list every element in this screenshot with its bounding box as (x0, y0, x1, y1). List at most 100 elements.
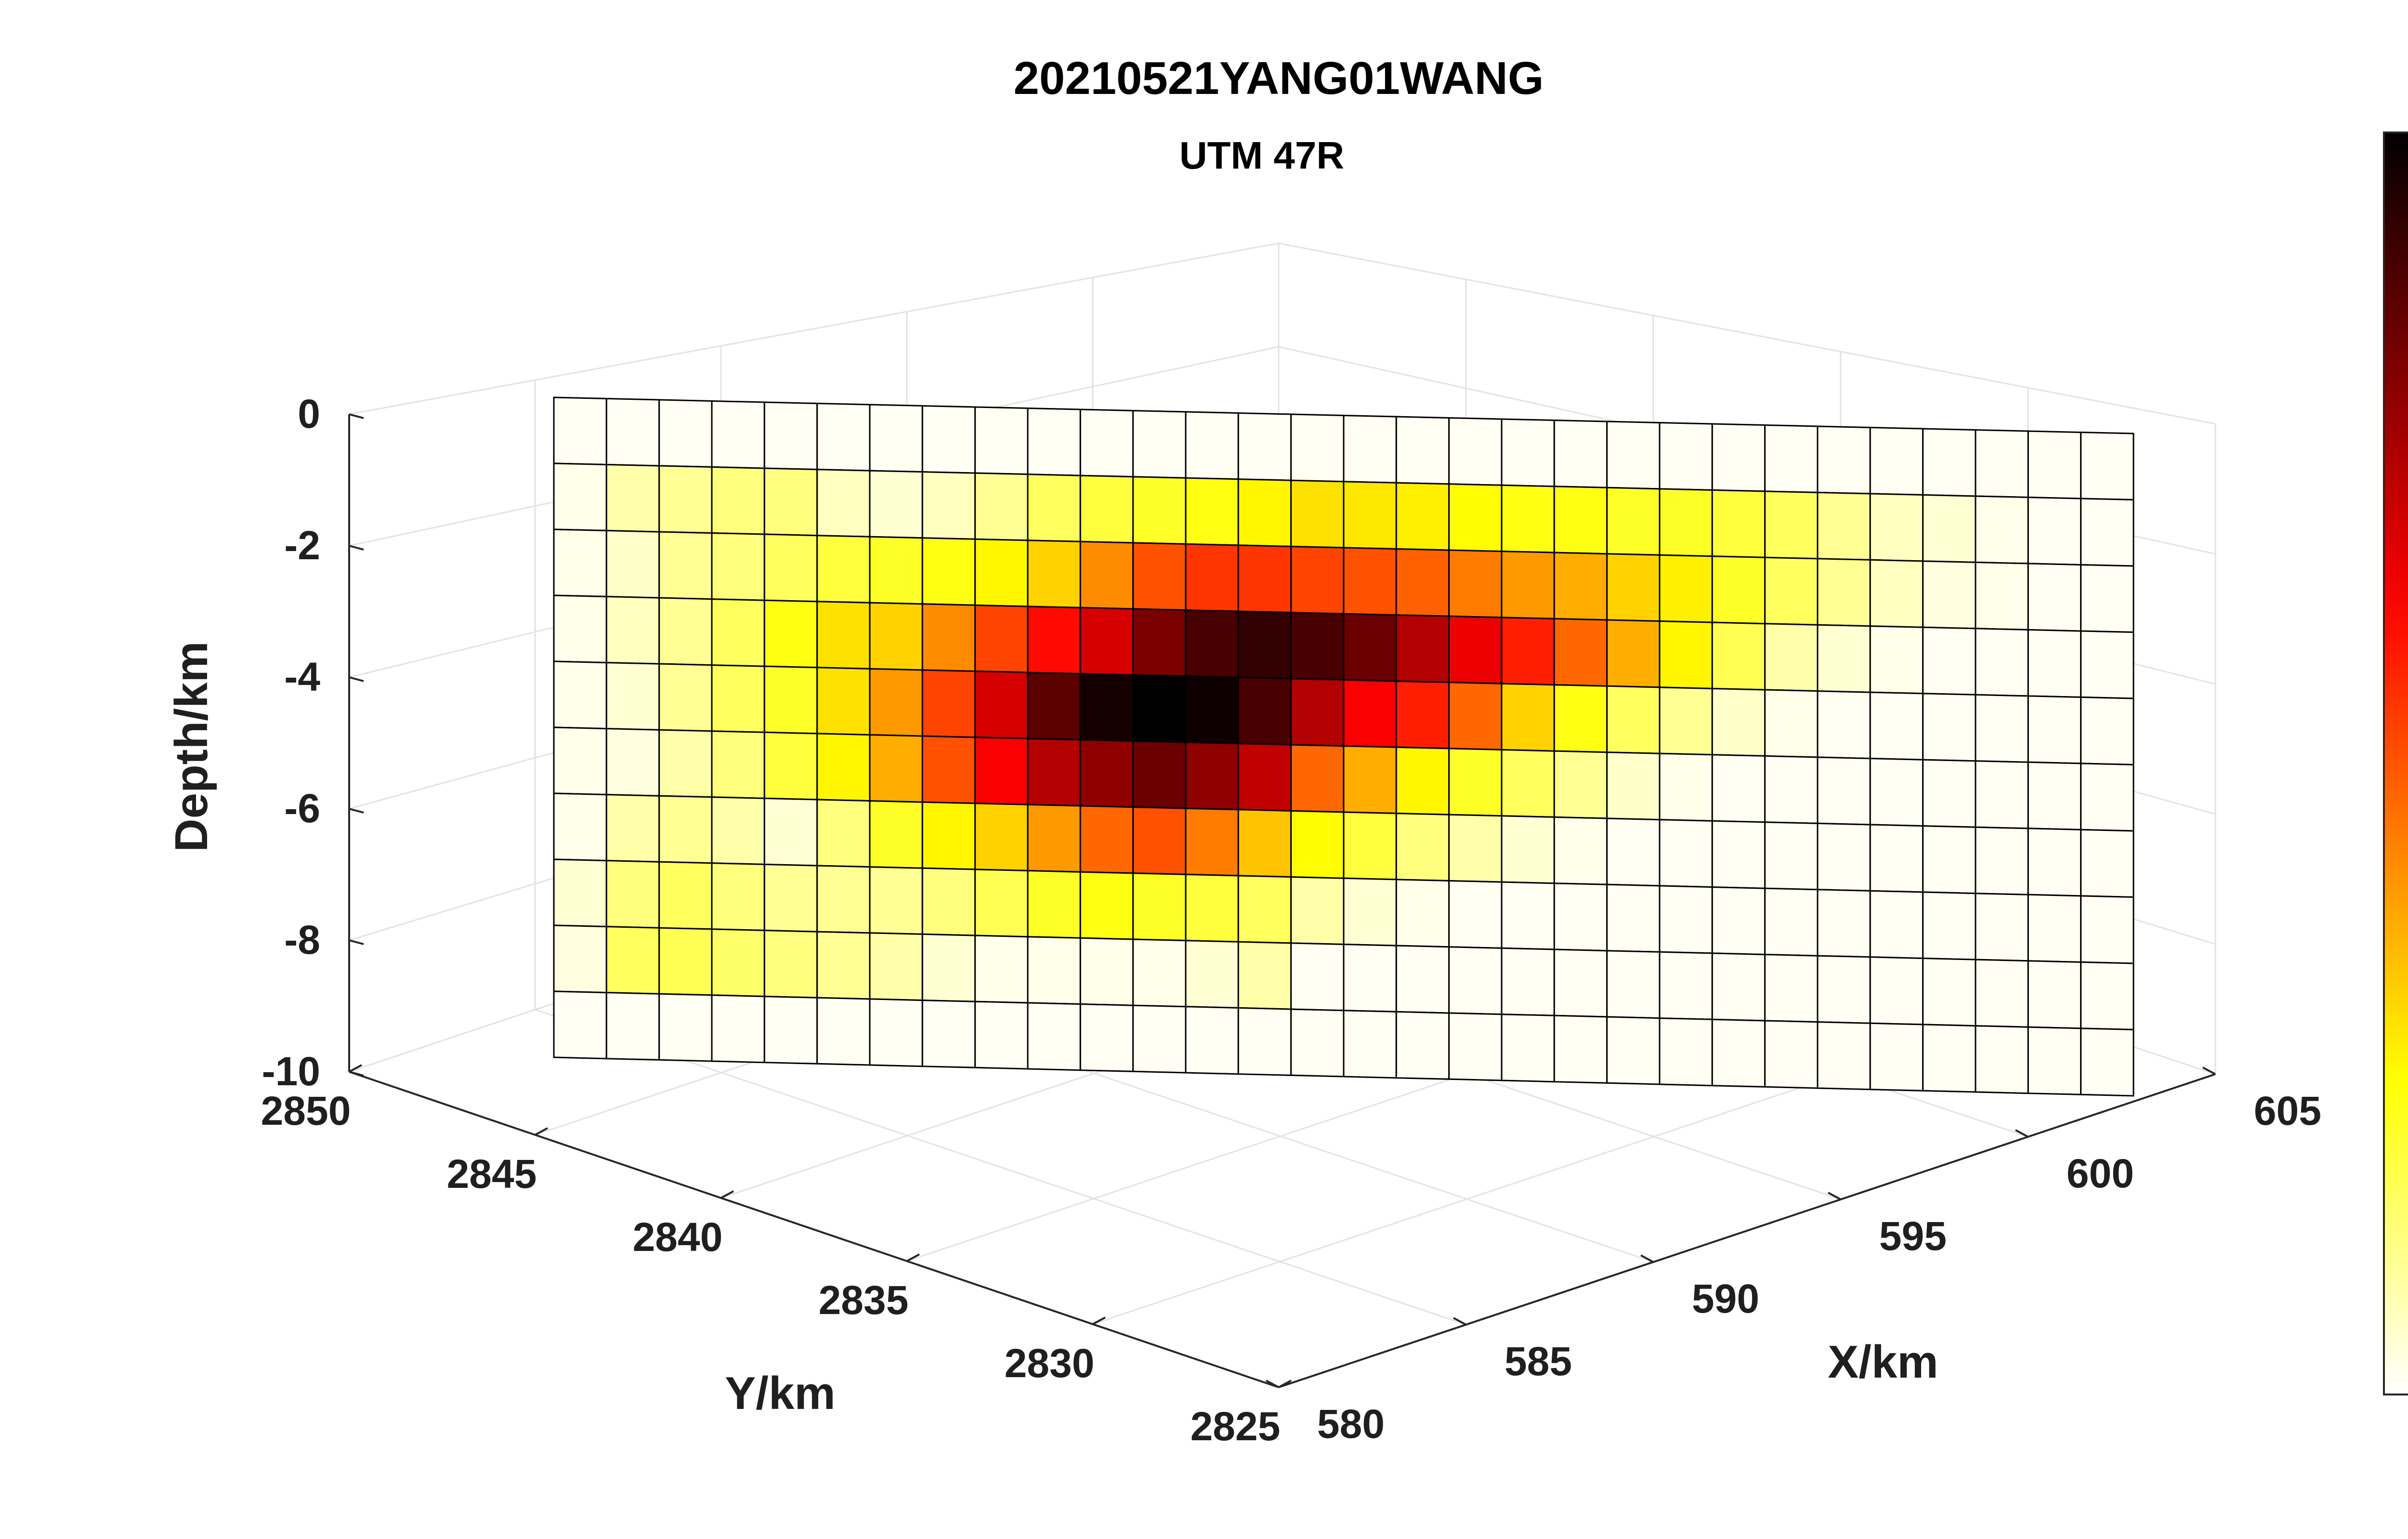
z-tick-mark (349, 808, 364, 814)
heatmap-cell (1975, 1025, 2029, 1094)
z-tick-label: -4 (284, 654, 320, 699)
heatmap-cell (711, 664, 765, 733)
heatmap-cell (1553, 948, 1608, 1018)
heatmap-cell (2080, 961, 2134, 1031)
heatmap-cell (1764, 1020, 1819, 1089)
x-tick-mark (1453, 1317, 1466, 1326)
x-axis-line (1278, 1073, 2216, 1388)
heatmap-cell (974, 737, 1029, 805)
heatmap-cell (2027, 430, 2082, 500)
heatmap-cell (1395, 1011, 1450, 1080)
y-tick-label: 2850 (261, 1088, 351, 1133)
heatmap-cell (974, 670, 1029, 739)
heatmap-cell (1764, 424, 1819, 493)
heatmap-cell (711, 994, 765, 1064)
heatmap-cell (816, 799, 871, 868)
heatmap-cell (1869, 691, 1924, 761)
heatmap-cell (1079, 408, 1134, 478)
heatmap-cell (1290, 479, 1345, 549)
heatmap-cell (1501, 484, 1555, 553)
heatmap-cell (1185, 543, 1239, 612)
heatmap-cell (1185, 411, 1239, 480)
heatmap-cell (2080, 696, 2134, 766)
heatmap-cell (711, 400, 765, 469)
heatmap-cell (1290, 678, 1345, 747)
heatmap-cell (763, 467, 818, 537)
heatmap-cell (921, 603, 976, 672)
heatmap-cell (1659, 1017, 1713, 1087)
heatmap-cell (763, 929, 818, 999)
heatmap-cell (605, 992, 660, 1061)
heatmap-cell (763, 731, 818, 801)
heatmap-cell (1132, 806, 1187, 875)
heatmap-cell (2080, 895, 2134, 964)
heatmap-cell (1606, 817, 1661, 887)
heatmap-cell (1343, 877, 1397, 947)
heatmap-cell (1764, 490, 1819, 560)
heatmap-cell (1448, 483, 1503, 552)
heatmap-cell (1185, 675, 1239, 745)
z-tick-mark (349, 413, 364, 419)
heatmap-cell (1659, 885, 1713, 954)
heatmap-cell (1237, 610, 1292, 680)
heatmap-cell (1553, 486, 1608, 555)
heatmap-cell (1185, 741, 1239, 811)
heatmap-cell (921, 471, 976, 540)
wall-grid-line (1278, 242, 2216, 425)
heatmap-cell (1553, 684, 1608, 753)
heatmap-cell (1132, 1004, 1187, 1074)
heatmap-cell (1343, 547, 1397, 616)
heatmap-cell (763, 797, 818, 867)
heatmap-cell (1290, 876, 1345, 946)
heatmap-cell (658, 729, 713, 798)
heatmap-cell (605, 529, 660, 599)
heatmap-cell (553, 660, 607, 730)
heatmap-cell (1659, 620, 1713, 690)
heatmap-cell (658, 465, 713, 534)
heatmap-cell (816, 469, 871, 538)
heatmap-cell (1079, 739, 1134, 808)
heatmap-cell (1869, 956, 1924, 1026)
heatmap-cell (1869, 758, 1924, 827)
heatmap-cell (1501, 881, 1555, 950)
z-tick-mark (349, 939, 364, 945)
z-tick-label: -6 (284, 786, 320, 831)
heatmap-cell (2027, 1026, 2082, 1095)
heatmap-cell (553, 594, 607, 664)
heatmap-cell (763, 599, 818, 669)
heatmap-cell (816, 931, 871, 1000)
x-tick-mark (2015, 1129, 2028, 1138)
heatmap-cell (974, 1000, 1029, 1070)
heatmap-cell (763, 533, 818, 603)
heatmap-cell (1448, 1012, 1503, 1081)
heatmap-cell (2027, 563, 2082, 632)
x-axis-label: X/km (1828, 1336, 1938, 1388)
z-tick-mark (349, 676, 364, 682)
heatmap-cell (1711, 621, 1766, 691)
heatmap-cell (1395, 945, 1450, 1014)
heatmap-cell (1343, 679, 1397, 748)
heatmap-cell (1343, 811, 1397, 881)
y-tick-label: 2835 (819, 1277, 909, 1323)
heatmap-cell (1185, 477, 1239, 546)
heatmap-cell (1027, 671, 1081, 741)
heatmap-cell (1237, 412, 1292, 481)
heatmap-cell (553, 924, 607, 994)
heatmap-cell (816, 601, 871, 670)
y-tick-mark (1278, 1380, 1292, 1388)
heatmap-cell (1027, 605, 1081, 675)
heatmap-cell (1659, 421, 1713, 491)
heatmap-cell (1185, 609, 1239, 678)
heatmap-cell (974, 472, 1029, 541)
heatmap-cell (1395, 746, 1450, 816)
y-axis-label: Y/km (725, 1368, 835, 1419)
z-tick-label: -8 (284, 917, 320, 962)
heatmap-cell (1027, 1002, 1081, 1071)
heatmap-cell (553, 396, 607, 466)
heatmap-cell (1922, 891, 1976, 960)
heatmap-cell (2027, 894, 2082, 963)
x-tick-mark (1640, 1254, 1654, 1263)
heatmap-cell (1975, 893, 2029, 962)
y-tick-mark (906, 1253, 920, 1262)
heatmap-cell (711, 532, 765, 601)
